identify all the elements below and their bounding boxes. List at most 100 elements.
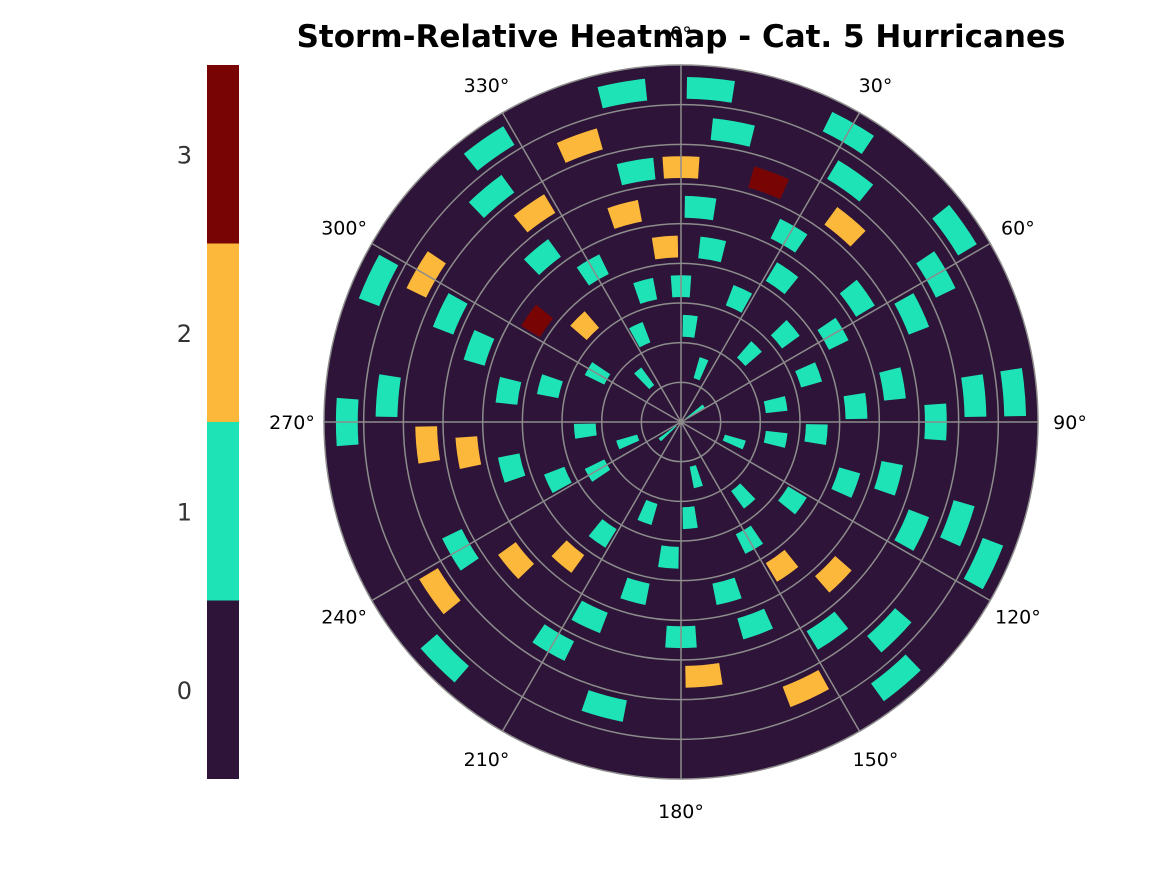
colorbar-tick-label: 0: [177, 677, 192, 705]
heatmap-cell: [731, 483, 756, 509]
polar-axes: 0° 30° 60° 90° 120° 150° 180° 210° 240° 270° 300° 3…: [269, 23, 1087, 823]
heatmap-cell: [831, 467, 861, 498]
heatmap-cell: [419, 568, 461, 615]
heatmap-cell: [725, 284, 753, 313]
heatmap-cell: [573, 423, 597, 439]
angular-gridline: [680, 242, 991, 423]
heatmap-cell: [686, 76, 735, 103]
heatmap-cell: [770, 320, 800, 349]
theta-tick-label: 60°: [1001, 218, 1035, 240]
heatmap-cell: [651, 235, 679, 260]
heatmap-cell: [806, 611, 849, 650]
heatmap-cell: [689, 465, 703, 489]
theta-tick-label: 30°: [859, 75, 893, 97]
heatmap-cell: [894, 509, 930, 551]
heatmap-cell: [961, 374, 987, 418]
heatmap-cell: [736, 341, 762, 367]
heatmap-cell: [894, 293, 930, 335]
heatmap-cell: [698, 236, 727, 263]
heatmap-cell: [804, 424, 828, 445]
colorbar-tick-label: 2: [177, 320, 192, 348]
colorbar-segment: [207, 65, 239, 244]
heatmap-cell: [637, 499, 658, 525]
heatmap-cell: [871, 654, 921, 702]
heatmap-cell: [607, 200, 643, 229]
heatmap-cell: [455, 436, 482, 470]
heatmap-cell: [763, 430, 788, 448]
heatmap-cell: [523, 239, 561, 276]
heatmap-cell: [682, 314, 698, 338]
heatmap-cell: [420, 634, 469, 683]
heatmap-cell: [722, 434, 746, 450]
heatmap-cell: [765, 549, 799, 582]
heatmap-cell: [879, 367, 906, 401]
heatmap-cell: [867, 608, 912, 653]
heatmap-cell: [693, 357, 709, 381]
heatmap-cell: [685, 404, 705, 419]
angular-gridline: [371, 242, 682, 423]
angular-gridline: [680, 421, 861, 732]
angular-gridline: [501, 112, 682, 423]
heatmap-cell: [495, 376, 522, 405]
heatmap-cell: [682, 506, 698, 530]
theta-tick-label: 240°: [321, 607, 367, 629]
heatmap-cell: [824, 206, 866, 247]
colorbar-segment: [207, 422, 239, 601]
heatmap-cell: [765, 262, 799, 295]
heatmap-cell: [778, 486, 807, 515]
heatmap-cell: [375, 374, 401, 418]
heatmap-cell: [551, 540, 585, 573]
heatmap-cell: [463, 330, 495, 366]
heatmap-cell: [763, 396, 788, 414]
theta-tick-labels: 0° 30° 60° 90° 120° 150° 180° 210° 240° 270° 300° 3…: [269, 23, 1087, 823]
heatmap-cell: [815, 556, 852, 593]
theta-tick-label: 150°: [853, 749, 899, 771]
colorbar-segment: [207, 600, 239, 779]
heatmap-cell: [963, 537, 1004, 590]
heatmap-cell: [556, 128, 603, 163]
theta-tick-label: 0°: [670, 23, 692, 45]
heatmap-cell: [415, 426, 441, 464]
heatmap-cell: [543, 466, 572, 494]
heatmap-cell: [839, 279, 875, 317]
heatmap-cell: [1000, 368, 1027, 417]
heatmap-cell: [620, 577, 650, 606]
heatmap-cell: [498, 542, 535, 580]
heatmap-cell: [616, 434, 640, 450]
heatmap-cell: [827, 160, 874, 202]
heatmap-cell: [634, 367, 655, 390]
heatmap-cell: [571, 600, 608, 634]
angular-gridline: [680, 421, 991, 602]
heatmap-cell: [521, 304, 554, 338]
heatmap-cell: [633, 277, 658, 304]
heatmap-cell: [570, 311, 600, 341]
heatmap-cell: [940, 500, 975, 547]
colorbar-segment: [207, 243, 239, 422]
heatmap-cell: [684, 195, 717, 221]
heatmap-cell: [513, 194, 556, 233]
chart-title: Storm-Relative Heatmap - Cat. 5 Hurrican…: [297, 19, 1066, 55]
colorbar: 0 1 2 3: [177, 65, 239, 779]
heatmap-cell: [737, 608, 773, 640]
polar-grid: [323, 64, 1039, 780]
theta-tick-label: 330°: [464, 75, 510, 97]
angular-gridline: [501, 421, 682, 732]
theta-tick-label: 180°: [658, 801, 704, 823]
heatmap-cell: [658, 545, 679, 569]
heatmap-cells: [335, 76, 1027, 722]
heatmap-cell: [463, 126, 515, 171]
heatmap-cell: [932, 204, 977, 256]
heatmap-cell: [597, 78, 648, 109]
theta-tick-label: 270°: [269, 412, 315, 434]
theta-tick-label: 90°: [1053, 412, 1087, 434]
heatmap-cell: [497, 453, 526, 483]
heatmap-cell: [712, 577, 742, 606]
heatmap-cell: [536, 374, 563, 399]
heatmap-cell: [874, 460, 903, 496]
heatmap-cell: [795, 362, 823, 388]
heatmap-cell: [616, 157, 656, 186]
theta-tick-label: 300°: [321, 218, 367, 240]
heatmap-cell: [843, 392, 868, 420]
heatmap-cell: [710, 118, 755, 147]
